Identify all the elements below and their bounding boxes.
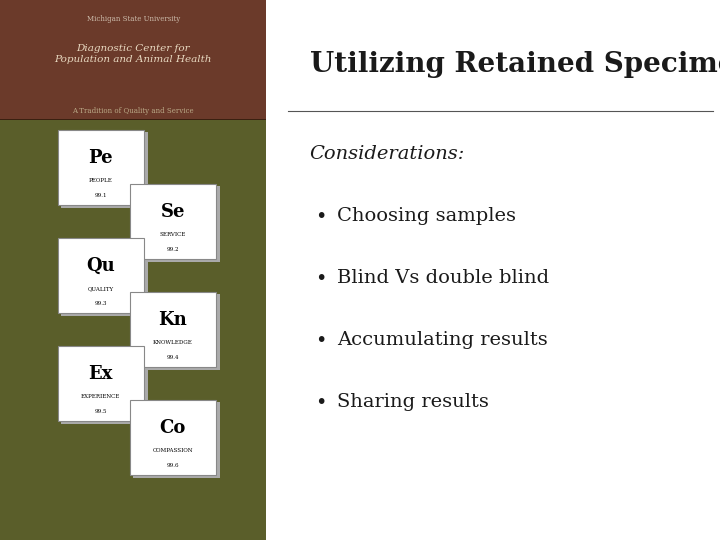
Text: Co: Co bbox=[160, 418, 186, 436]
Text: Qu: Qu bbox=[86, 256, 115, 274]
Bar bbox=[0, 0, 266, 119]
FancyBboxPatch shape bbox=[61, 132, 148, 208]
FancyBboxPatch shape bbox=[58, 130, 144, 205]
Text: Diagnostic Center for
Population and Animal Health: Diagnostic Center for Population and Ani… bbox=[55, 44, 212, 64]
FancyBboxPatch shape bbox=[130, 292, 216, 367]
Text: •: • bbox=[315, 393, 326, 412]
Text: Kn: Kn bbox=[158, 310, 187, 328]
FancyBboxPatch shape bbox=[130, 184, 216, 259]
FancyBboxPatch shape bbox=[58, 346, 144, 421]
FancyBboxPatch shape bbox=[61, 240, 148, 316]
Text: 99.1: 99.1 bbox=[94, 193, 107, 198]
Text: PEOPLE: PEOPLE bbox=[89, 178, 113, 183]
FancyBboxPatch shape bbox=[133, 402, 220, 478]
FancyBboxPatch shape bbox=[130, 400, 216, 475]
Text: Michigan State University: Michigan State University bbox=[86, 15, 180, 23]
Text: 99.4: 99.4 bbox=[166, 355, 179, 360]
Text: Blind Vs double blind: Blind Vs double blind bbox=[337, 269, 549, 287]
Text: •: • bbox=[315, 268, 326, 288]
Text: 99.3: 99.3 bbox=[94, 301, 107, 306]
Text: •: • bbox=[315, 330, 326, 350]
Text: EXPERIENCE: EXPERIENCE bbox=[81, 394, 120, 399]
Text: SERVICE: SERVICE bbox=[160, 232, 186, 237]
Text: 99.6: 99.6 bbox=[166, 463, 179, 468]
Text: Sharing results: Sharing results bbox=[337, 393, 489, 411]
Text: Accumulating results: Accumulating results bbox=[337, 331, 548, 349]
Bar bbox=[0, 0, 266, 540]
Text: 99.5: 99.5 bbox=[94, 409, 107, 414]
Text: QUALITY: QUALITY bbox=[88, 286, 114, 291]
Text: KNOWLEDGE: KNOWLEDGE bbox=[153, 340, 193, 345]
Text: Utilizing Retained Specimens: Utilizing Retained Specimens bbox=[310, 51, 720, 78]
Text: A Tradition of Quality and Service: A Tradition of Quality and Service bbox=[73, 107, 194, 114]
Text: 99.2: 99.2 bbox=[166, 247, 179, 252]
FancyBboxPatch shape bbox=[58, 238, 144, 313]
Text: Se: Se bbox=[161, 202, 185, 220]
Text: Pe: Pe bbox=[89, 148, 113, 166]
Text: COMPASSION: COMPASSION bbox=[153, 448, 193, 453]
Text: Choosing samples: Choosing samples bbox=[337, 207, 516, 225]
FancyBboxPatch shape bbox=[61, 348, 148, 424]
Text: •: • bbox=[315, 206, 326, 226]
Bar bbox=[0, 119, 266, 120]
FancyBboxPatch shape bbox=[133, 186, 220, 262]
Text: Ex: Ex bbox=[89, 364, 113, 382]
Text: Considerations:: Considerations: bbox=[310, 145, 465, 163]
FancyBboxPatch shape bbox=[133, 294, 220, 370]
